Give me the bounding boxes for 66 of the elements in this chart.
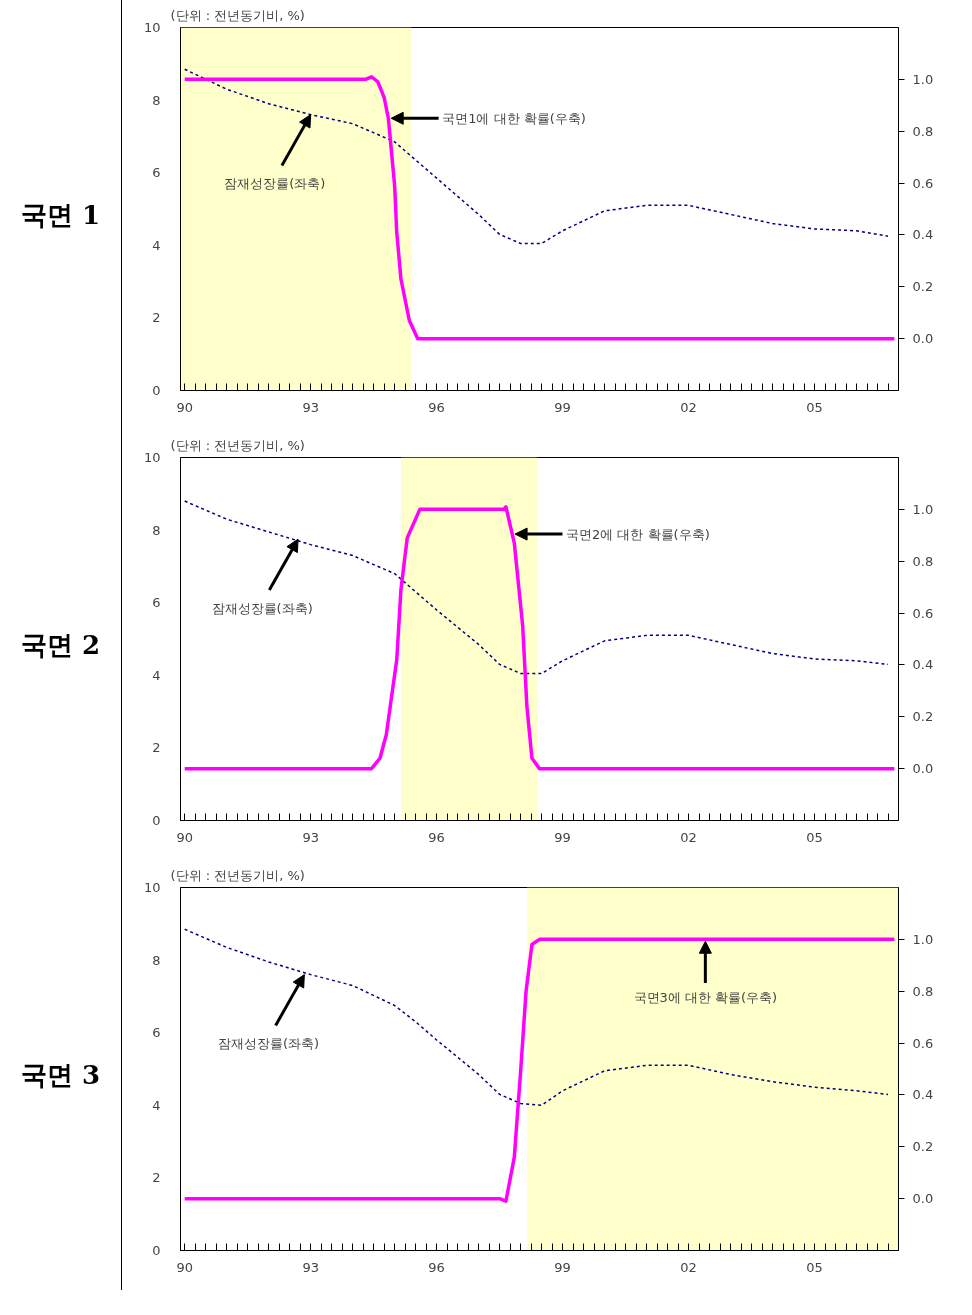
- y2-tick-label: 0.2: [912, 1139, 934, 1155]
- y-tick-label: 6: [152, 1025, 161, 1041]
- y-tick-label: 2: [152, 310, 161, 326]
- x-tick-label: 93: [302, 829, 319, 845]
- y2-tick-label: 0.2: [912, 279, 934, 295]
- y2-tick-label: 0.4: [912, 1087, 934, 1103]
- y2-tick-label: 0.6: [912, 175, 934, 191]
- x-tick-label: 93: [302, 1259, 319, 1275]
- y2-tick-label: 1.0: [912, 71, 934, 87]
- y-tick-label: 2: [152, 740, 161, 756]
- y-tick-label: 0: [152, 383, 161, 398]
- y-tick-label: 10: [143, 20, 161, 35]
- y2-tick-label: 0.8: [912, 123, 934, 139]
- x-tick-label: 02: [680, 1259, 697, 1275]
- x-tick-label: 96: [428, 829, 445, 845]
- y-tick-label: 2: [152, 1170, 161, 1186]
- x-tick-label: 90: [176, 1259, 193, 1275]
- y-tick-label: 0: [152, 813, 161, 828]
- y-tick-label: 0: [152, 1243, 161, 1258]
- y2-tick-label: 1.0: [912, 501, 934, 517]
- y-tick-label: 6: [152, 595, 161, 611]
- y2-tick-label: 0.0: [912, 331, 934, 347]
- annotation: 국면1에 대한 확률(우축): [442, 110, 586, 126]
- y-tick-label: 4: [152, 667, 161, 683]
- x-tick-label: 90: [176, 829, 193, 845]
- x-tick-label: 90: [176, 399, 193, 415]
- chart-subtitle: (단위 : 전년동기비, %): [170, 437, 305, 453]
- x-tick-label: 05: [806, 399, 823, 415]
- text: 국면 2: [0, 430, 122, 860]
- y-tick-label: 10: [143, 450, 161, 465]
- x-tick-label: 96: [428, 399, 445, 415]
- y2-tick-label: 0.4: [912, 657, 934, 673]
- y-tick-label: 4: [152, 1097, 161, 1113]
- text: 국면 1: [0, 0, 122, 430]
- y2-tick-label: 0.0: [912, 761, 934, 777]
- annotation: 잠재성장률(좌축): [211, 600, 313, 616]
- x-tick-label: 02: [680, 399, 697, 415]
- y2-tick-label: 0.6: [912, 605, 934, 621]
- y-tick-label: 8: [152, 92, 161, 108]
- y-tick-label: 10: [143, 880, 161, 895]
- x-tick-label: 93: [302, 399, 319, 415]
- x-tick-label: 99: [554, 1259, 571, 1275]
- y-tick-label: 8: [152, 522, 161, 538]
- y-tick-label: 4: [152, 237, 161, 253]
- y2-tick-label: 0.2: [912, 709, 934, 725]
- y2-tick-label: 0.8: [912, 553, 934, 569]
- y2-tick-label: 0.4: [912, 227, 934, 243]
- x-tick-label: 96: [428, 1259, 445, 1275]
- x-tick-label: 99: [554, 829, 571, 845]
- annotation: 국면3에 대한 확률(우축): [633, 990, 778, 1006]
- y2-tick-label: 1.0: [912, 931, 934, 947]
- y2-tick-label: 0.6: [912, 1035, 934, 1051]
- chart-subtitle: (단위 : 전년동기비, %): [170, 867, 305, 883]
- y-tick-label: 8: [152, 952, 161, 968]
- y2-tick-label: 0.8: [912, 983, 934, 999]
- x-tick-label: 05: [806, 1259, 823, 1275]
- x-tick-label: 99: [554, 399, 571, 415]
- y2-tick-label: 0.0: [912, 1191, 934, 1207]
- text: 국면 3: [0, 860, 122, 1290]
- x-tick-label: 05: [806, 829, 823, 845]
- chart-subtitle: (단위 : 전년동기비, %): [170, 7, 305, 23]
- x-tick-label: 02: [680, 829, 697, 845]
- y-tick-label: 6: [152, 165, 161, 181]
- annotation: 잠재성장률(좌축): [217, 1036, 320, 1052]
- annotation: 국면2에 대한 확률(우축): [566, 526, 710, 542]
- annotation: 잠재성장률(좌축): [224, 176, 326, 192]
